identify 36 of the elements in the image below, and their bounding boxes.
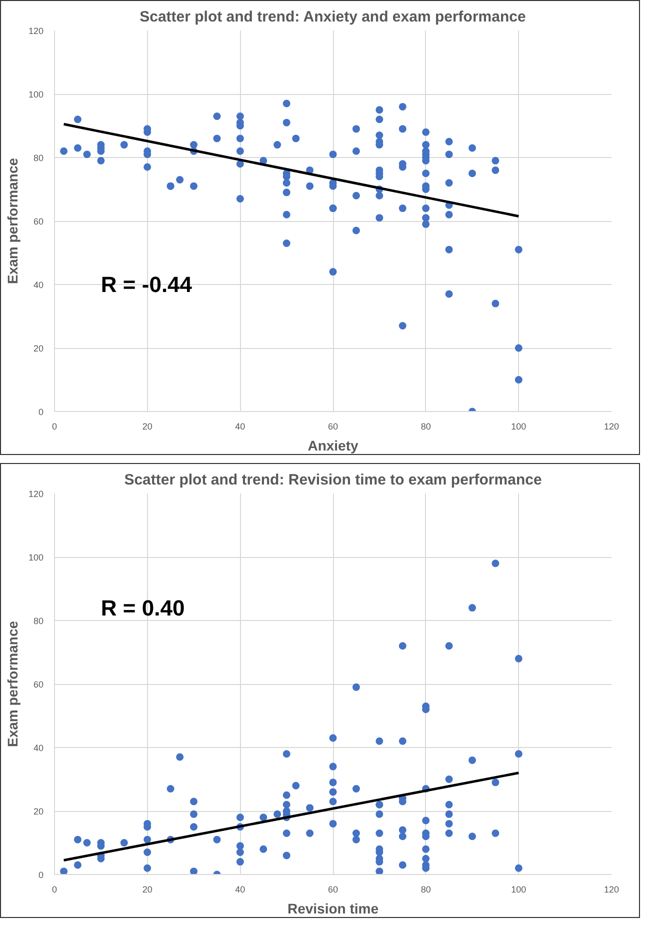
y-tick-label: 60 xyxy=(33,216,44,226)
y-tick-label: 120 xyxy=(28,26,44,36)
x-tick-label: 0 xyxy=(52,422,58,432)
x-tick-label: 100 xyxy=(511,422,526,432)
annotation: R = 0.40 xyxy=(100,596,185,620)
x-tick-label: 40 xyxy=(235,884,246,894)
y-tick-label: 80 xyxy=(33,153,44,163)
x-tick-label: 100 xyxy=(511,884,526,894)
y-axis-title: Exam performance xyxy=(4,158,20,284)
y-axis-title: Exam performance xyxy=(4,620,20,748)
x-tick-label: 20 xyxy=(142,884,152,894)
y-tick-label: 80 xyxy=(33,616,44,626)
x-tick-label: 0 xyxy=(52,884,58,894)
y-tick-label: 20 xyxy=(33,806,44,816)
y-tick-label: 0 xyxy=(38,407,44,417)
x-tick-label: 60 xyxy=(328,884,338,894)
x-tick-label: 120 xyxy=(604,422,620,432)
y-tick-label: 0 xyxy=(38,870,44,880)
y-tick-label: 100 xyxy=(28,552,44,562)
chart-title: Scatter plot and trend: Revision time to exam performance xyxy=(124,472,542,488)
x-tick-label: 40 xyxy=(235,422,246,432)
annotation: R = -0.44 xyxy=(100,272,193,298)
y-tick-label: 40 xyxy=(33,743,44,753)
x-tick-label: 80 xyxy=(420,884,431,894)
x-tick-label: 60 xyxy=(328,422,338,432)
x-tick-label: 20 xyxy=(142,422,152,432)
y-tick-label: 120 xyxy=(28,489,44,499)
x-tick-label: 120 xyxy=(604,884,620,894)
y-tick-label: 40 xyxy=(33,280,44,290)
x-tick-label: 80 xyxy=(420,422,431,432)
x-axis-title: Anxiety xyxy=(308,438,358,454)
chart-title: Scatter plot and trend: Anxiety and exam performance xyxy=(140,8,526,26)
x-axis-title: Revision time xyxy=(287,900,379,916)
y-tick-label: 100 xyxy=(28,90,44,100)
y-tick-label: 60 xyxy=(33,680,44,690)
y-tick-label: 20 xyxy=(33,344,44,354)
